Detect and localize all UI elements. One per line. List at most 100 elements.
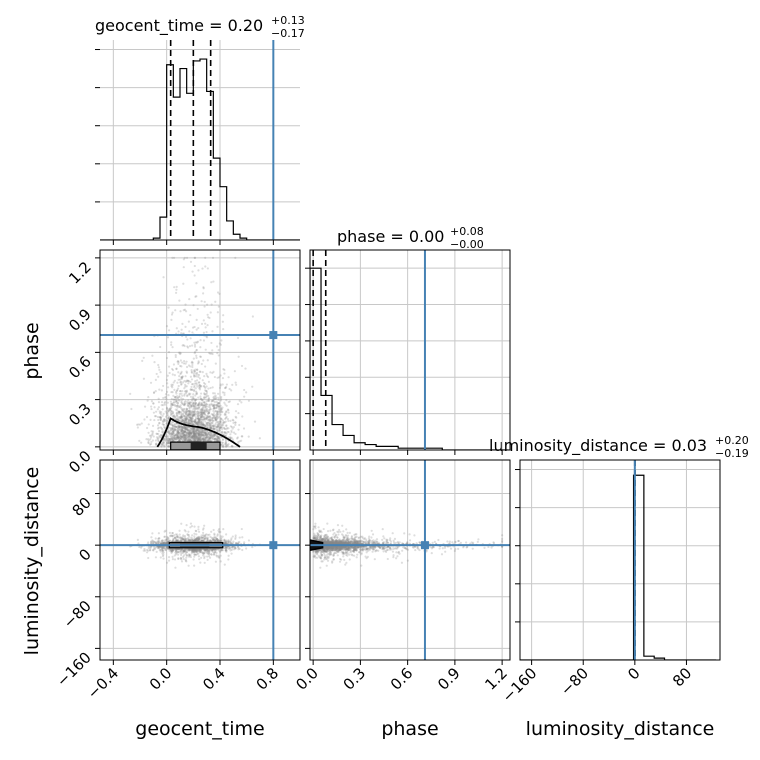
sample-point-2-0-470 (189, 555, 192, 559)
sample-point-1-0-380 (214, 300, 217, 303)
sample-point-1-0-1732 (183, 434, 186, 437)
sample-point-1-0-1792 (205, 389, 208, 393)
sample-point-1-0-475 (166, 336, 170, 339)
sample-point-1-0-2110 (204, 393, 207, 396)
sample-point-1-0-2486 (227, 409, 230, 412)
sample-point-1-0-2188 (151, 432, 154, 435)
sample-point-2-0-1350 (200, 539, 203, 543)
sample-point-2-0-635 (184, 558, 187, 561)
sample-point-1-0-1868 (183, 438, 186, 442)
xlabel-luminosity-distance: luminosity_distance (526, 718, 715, 740)
title-geocent-time-lower: −0.17 (271, 27, 305, 40)
sample-point-1-0-776 (227, 430, 230, 434)
sample-point-2-0-42 (214, 538, 217, 541)
sample-point-1-0-396 (176, 431, 180, 435)
sample-point-1-0-2539 (217, 436, 220, 439)
sample-point-1-0-2113 (192, 426, 195, 430)
sample-point-1-0-1719 (211, 352, 214, 356)
sample-point-1-0-122 (138, 439, 141, 442)
sample-point-2-0-462 (223, 563, 226, 566)
sample-point-1-0-876 (216, 376, 219, 379)
sample-point-1-0-291 (194, 432, 197, 435)
sample-point-2-0-366 (219, 549, 222, 553)
sample-point-1-0-2266 (182, 433, 185, 436)
sample-point-2-0-196 (208, 533, 211, 536)
sample-point-1-0-264 (148, 443, 152, 446)
sample-point-2-0-2169 (212, 547, 215, 551)
sample-point-2-0-1272 (218, 528, 221, 531)
sample-point-2-0-69 (206, 537, 209, 541)
sample-point-1-0-1299 (188, 298, 191, 301)
sample-point-1-0-2112 (183, 387, 186, 390)
sample-point-1-0-480 (209, 423, 212, 426)
sample-point-1-0-215 (178, 426, 181, 429)
sample-point-1-0-2561 (191, 365, 194, 369)
sample-point-2-0-1418 (188, 548, 191, 551)
sample-point-1-0-1355 (192, 412, 196, 415)
sample-point-1-0-721 (183, 417, 186, 420)
sample-point-1-0-561 (169, 437, 172, 440)
sample-point-1-0-2101 (189, 433, 192, 437)
sample-point-1-0-792 (220, 411, 223, 414)
sample-point-2-0-2162 (174, 536, 177, 539)
sample-point-2-0-1730 (194, 548, 197, 551)
sample-point-2-0-222 (149, 540, 153, 543)
sample-point-1-0-2388 (216, 425, 219, 428)
sample-point-1-0-1468 (160, 413, 163, 416)
sample-point-1-0-590 (188, 439, 191, 442)
sample-point-1-0-2313 (201, 411, 205, 414)
sample-point-1-0-1638 (183, 434, 186, 437)
sample-point-1-0-314 (202, 423, 205, 427)
sample-point-1-0-949 (180, 399, 183, 402)
sample-point-1-0-505 (162, 276, 165, 279)
sample-point-1-0-2363 (173, 403, 176, 406)
sample-point-1-0-1177 (182, 397, 185, 401)
sample-point-2-0-1897 (227, 539, 230, 542)
sample-point-1-0-956 (167, 437, 170, 441)
sample-point-1-0-1838 (186, 404, 189, 407)
sample-point-1-0-1113 (177, 436, 180, 439)
sample-point-1-0-930 (216, 405, 220, 408)
sample-point-1-0-1281 (214, 409, 218, 413)
sample-point-1-0-931 (168, 432, 171, 436)
sample-point-1-0-2077 (215, 437, 218, 441)
sample-point-2-0-1087 (182, 557, 185, 561)
sample-point-1-0-2540 (170, 439, 173, 443)
sample-point-1-0-558 (176, 404, 179, 407)
sample-point-1-0-821 (215, 421, 218, 424)
sample-point-1-0-1887 (177, 396, 180, 399)
sample-point-1-0-1226 (223, 431, 226, 434)
sample-point-1-0-584 (190, 385, 193, 389)
sample-point-1-0-2382 (184, 434, 187, 438)
sample-point-2-0-852 (207, 548, 210, 551)
sample-point-1-0-674 (193, 375, 196, 378)
sample-point-1-0-1278 (184, 383, 187, 386)
sample-point-1-0-1561 (197, 417, 200, 420)
sample-point-1-0-1669 (211, 413, 214, 417)
sample-point-1-0-847 (170, 437, 173, 441)
sample-point-1-0-1074 (200, 411, 203, 414)
sample-point-1-0-963 (202, 439, 205, 443)
sample-point-1-0-1344 (209, 386, 212, 390)
sample-point-1-0-433 (174, 404, 177, 408)
sample-point-2-0-1599 (174, 566, 177, 569)
sample-point-1-0-936 (182, 258, 186, 261)
sample-point-1-0-1511 (247, 399, 251, 402)
sample-point-1-0-1051 (211, 419, 214, 422)
sample-point-1-0-1903 (188, 413, 191, 416)
sample-point-1-0-1202 (198, 381, 201, 384)
sample-point-2-0-298 (227, 547, 230, 550)
sample-point-1-0-1178 (165, 435, 168, 438)
sample-point-2-0-2017 (230, 538, 233, 541)
sample-point-1-0-2066 (190, 420, 194, 424)
sample-point-2-0-1822 (190, 525, 194, 528)
sample-point-1-0-2118 (194, 435, 197, 438)
sample-point-2-0-681 (230, 545, 233, 548)
sample-point-1-0-1245 (184, 310, 188, 313)
sample-point-1-0-1114 (191, 417, 194, 420)
sample-point-1-0-1754 (178, 410, 181, 414)
sample-point-2-0-1890 (174, 536, 177, 539)
sample-point-1-0-2537 (180, 420, 183, 424)
sample-point-1-0-1421 (198, 383, 202, 387)
sample-point-2-0-1817 (187, 540, 190, 543)
